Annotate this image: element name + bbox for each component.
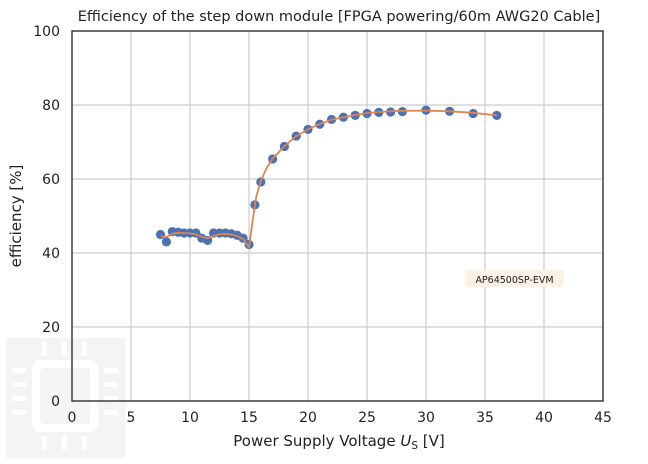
x-tick-label: 15 bbox=[240, 410, 258, 426]
x-tick-label: 20 bbox=[299, 410, 317, 426]
y-tick-label: 100 bbox=[33, 24, 60, 40]
annotation-text: AP64500SP-EVM bbox=[475, 275, 553, 286]
grid bbox=[71, 30, 604, 402]
y-tick-label: 60 bbox=[42, 172, 60, 188]
x-tick-label: 40 bbox=[535, 410, 553, 426]
chart-title: Efficiency of the step down module [FPGA… bbox=[78, 9, 601, 25]
x-tick-labels: 0 5 10 15 20 25 30 35 40 45 bbox=[68, 410, 612, 426]
data-point bbox=[155, 229, 166, 240]
x-tick-label: 25 bbox=[358, 410, 376, 426]
fit-line bbox=[160, 109, 497, 250]
plot-frame bbox=[71, 30, 604, 402]
y-tick-label: 0 bbox=[51, 394, 60, 410]
annotation-background bbox=[465, 269, 564, 287]
annotation-box: AP64500SP-EVM bbox=[465, 269, 564, 287]
y-tick-label: 20 bbox=[42, 320, 60, 336]
x-axis-label: Power Supply Voltage US [V] bbox=[233, 432, 444, 452]
chip-watermark-icon bbox=[6, 338, 126, 458]
x-tick-label: 10 bbox=[181, 410, 199, 426]
y-tick-label: 80 bbox=[42, 98, 60, 114]
y-tick-labels: 0 20 40 60 80 100 bbox=[33, 24, 60, 410]
x-tick-label: 5 bbox=[127, 410, 136, 426]
x-tick-label: 45 bbox=[594, 410, 612, 426]
x-tick-label: 30 bbox=[417, 410, 435, 426]
y-tick-label: 40 bbox=[42, 246, 60, 262]
data-point bbox=[161, 237, 171, 247]
plot-area bbox=[155, 105, 502, 250]
y-axis-label: efficiency [%] bbox=[7, 165, 25, 268]
x-tick-label: 0 bbox=[68, 410, 77, 426]
x-tick-label: 35 bbox=[476, 410, 494, 426]
